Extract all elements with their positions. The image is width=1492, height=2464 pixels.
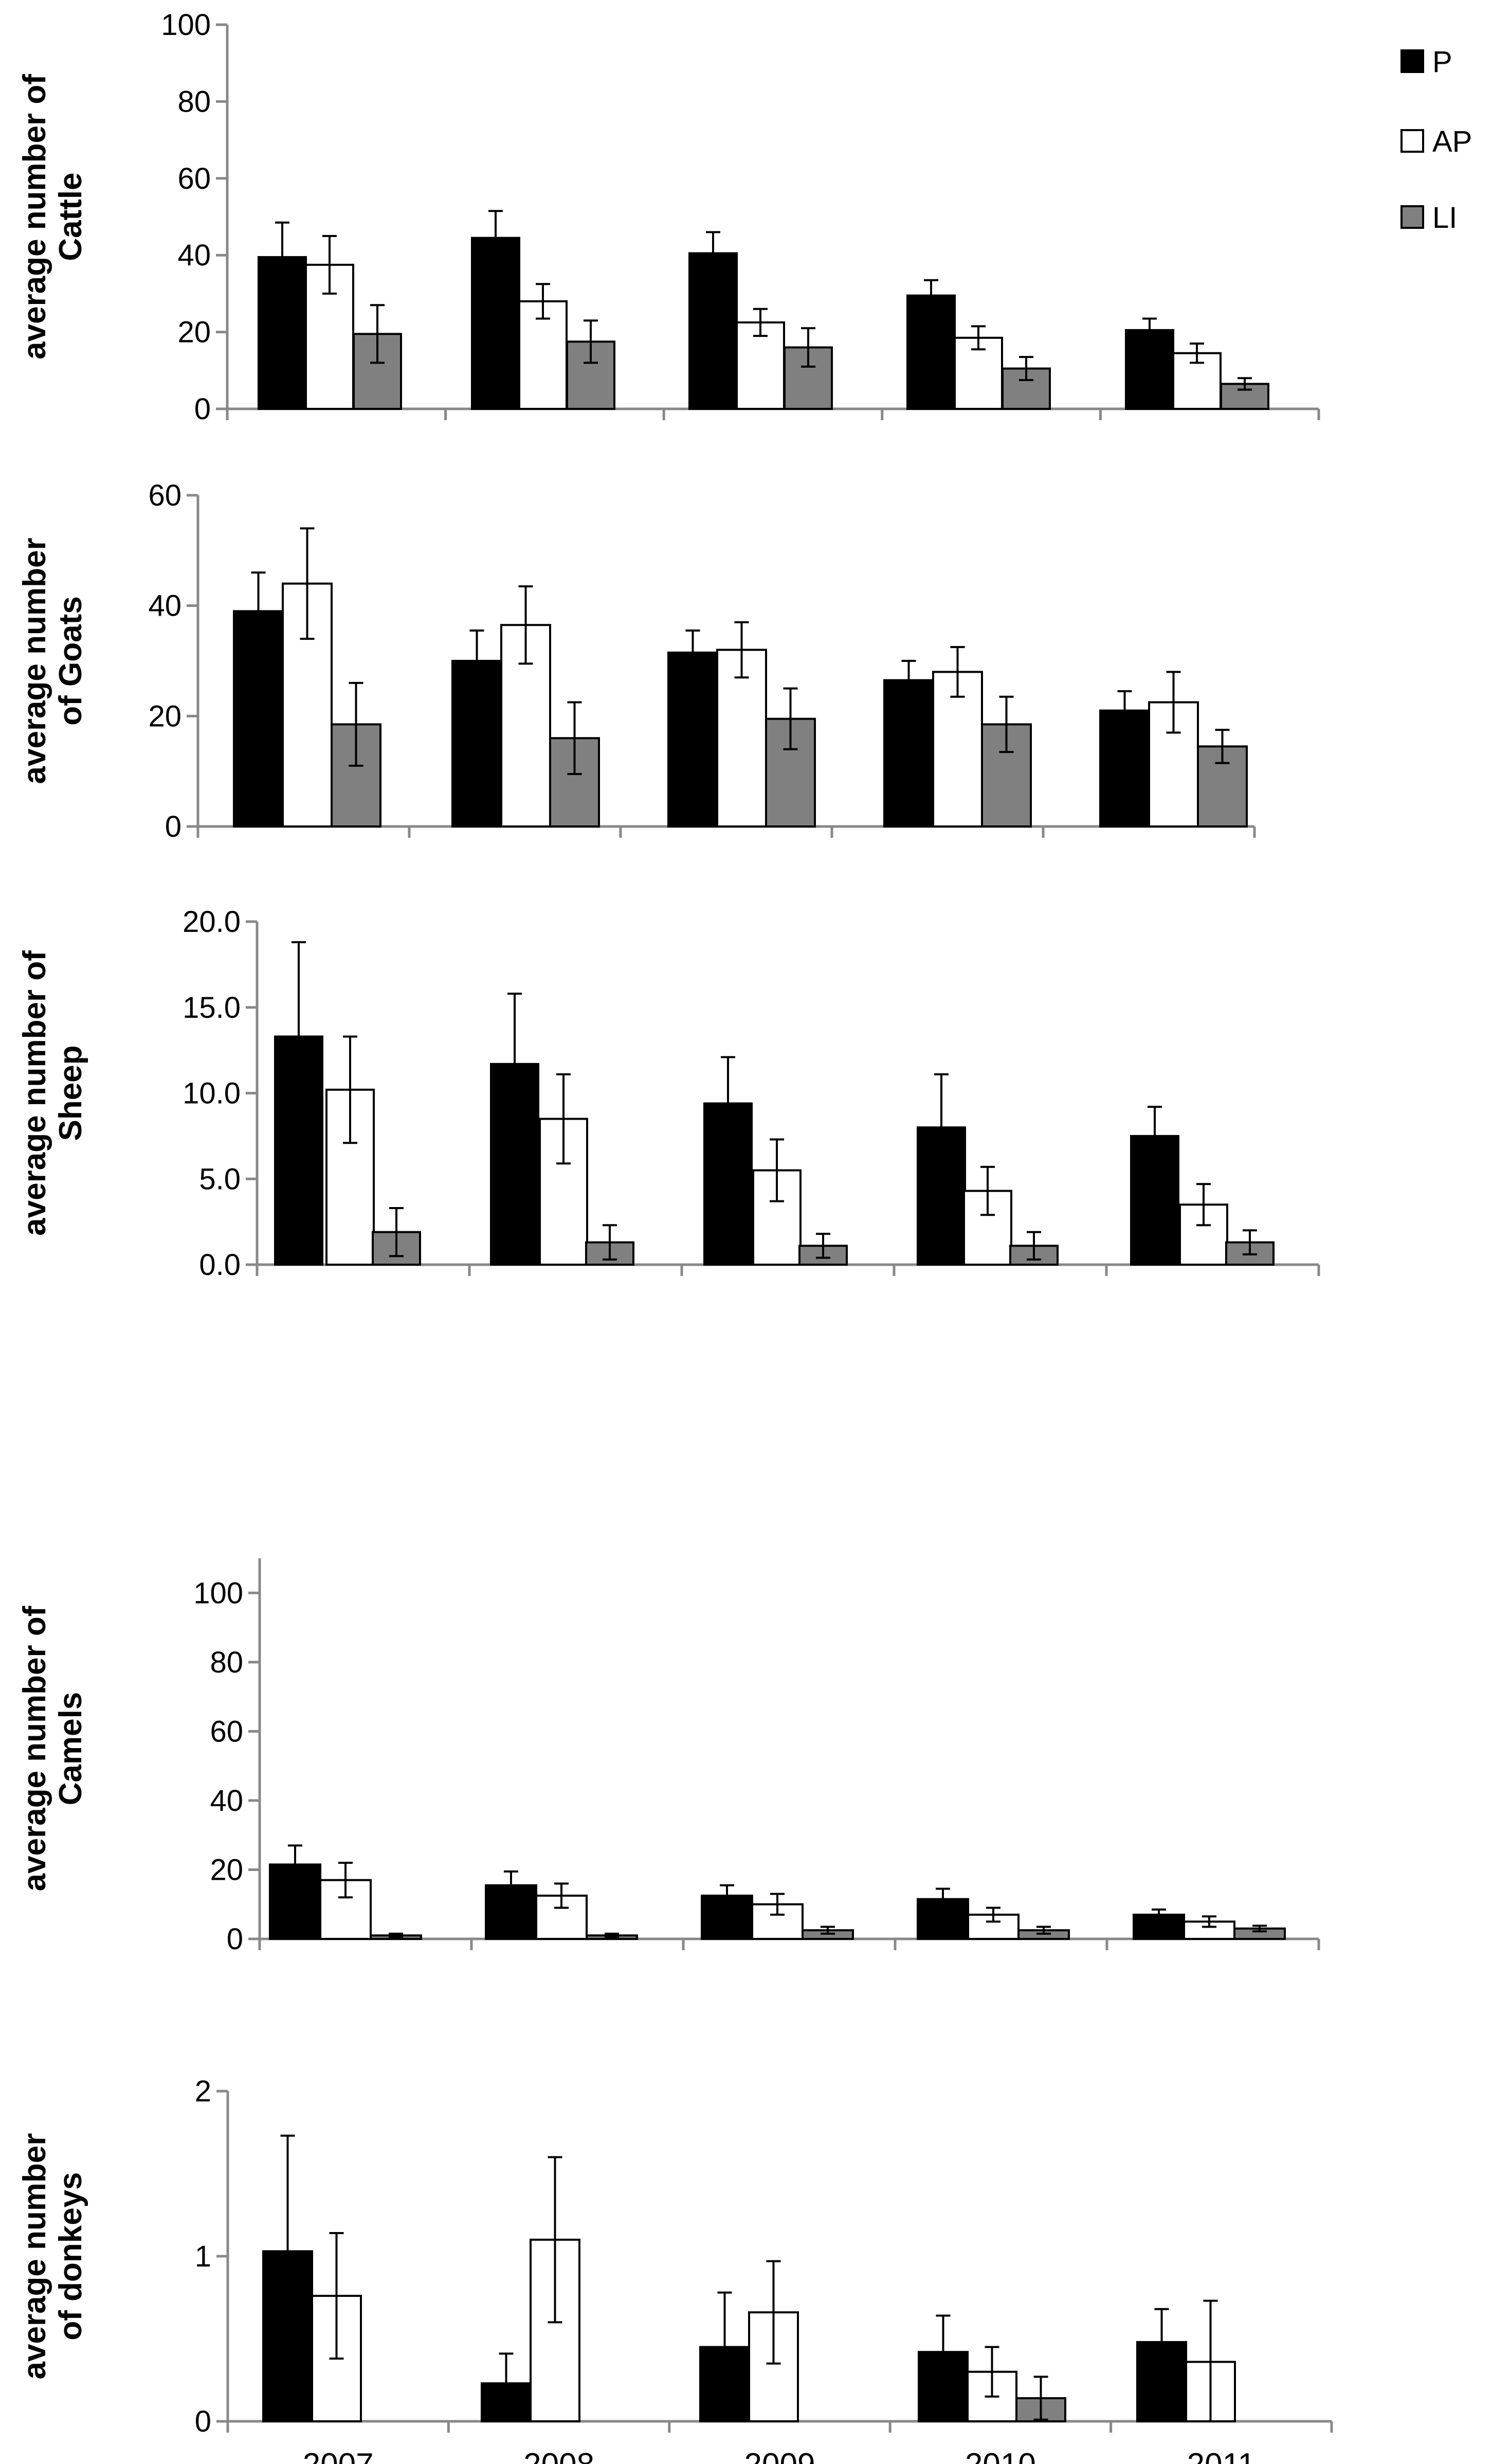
bar-ap-2009 — [716, 649, 767, 828]
y-axis-label-line: of Goats — [53, 596, 88, 725]
y-axis-label-line: average number of — [17, 1606, 52, 1891]
y-tick-label: 0 — [227, 1922, 243, 1956]
y-axis-label-line: of donkeys — [53, 2172, 88, 2340]
y-tick-label: 80 — [210, 1646, 243, 1679]
bar-p-2009 — [688, 252, 738, 410]
y-tick-label: 20 — [177, 316, 211, 349]
y-axis-label-line: Camels — [53, 1692, 88, 1806]
y-tick-label: 20 — [210, 1853, 243, 1886]
y-tick-label: 100 — [161, 8, 211, 42]
legend-label-p: P — [1432, 45, 1452, 79]
y-axis-label: average number ofSheep — [17, 950, 88, 1236]
legend-swatch-li — [1400, 205, 1424, 229]
y-tick-label: 2 — [195, 2075, 211, 2108]
y-axis-label-line: average number — [17, 2133, 52, 2380]
chart-panel-5: 0 1 2 average numberof donkeys 2007 2008 2009 2… — [17, 2075, 1333, 2464]
y-axis-label: average numberof Goats — [17, 538, 88, 784]
bar-ap-2008 — [539, 1118, 588, 1266]
y-tick-label: 15.0 — [183, 991, 241, 1024]
chart-panel-4: 0 20 40 60 80 100 average number ofCamels — [17, 1558, 1320, 1956]
legend-swatch-ap — [1400, 129, 1424, 153]
y-tick-label: 10.0 — [183, 1077, 241, 1110]
y-tick-label: 20.0 — [183, 905, 241, 939]
y-axis-label: average numberof donkeys — [17, 2133, 88, 2380]
legend: P AP LI — [1400, 45, 1472, 235]
x-tick-label-2011: 2011 — [1187, 2447, 1256, 2464]
bar-p-2010 — [906, 294, 956, 410]
y-tick-label: 100 — [193, 1576, 243, 1610]
y-axis-label-line: average number of — [17, 950, 52, 1236]
y-tick-label: 60 — [210, 1715, 243, 1748]
y-tick-label: 80 — [177, 85, 211, 118]
y-axis-label-line: average number of — [17, 74, 52, 359]
chart-panel-2: 0 20 40 60 average numberof Goats — [17, 479, 1256, 843]
bar-p-2010 — [883, 679, 934, 828]
bar-ap-2007 — [325, 1088, 375, 1266]
legend-label-ap: AP — [1432, 125, 1472, 158]
y-axis-label: average number ofCattle — [17, 74, 88, 359]
legend-label-li: LI — [1432, 201, 1457, 235]
y-tick-label: 5.0 — [199, 1162, 241, 1196]
y-tick-label: 0 — [165, 810, 181, 843]
y-axis-label-line: average number — [17, 538, 52, 784]
legend-swatch-p — [1400, 49, 1424, 73]
bar-ap-2009 — [751, 1903, 804, 1940]
y-tick-label: 60 — [148, 479, 181, 512]
x-tick-label-2010: 2010 — [965, 2447, 1036, 2464]
y-tick-label: 60 — [177, 162, 211, 195]
y-tick-label: 40 — [148, 589, 181, 623]
y-tick-label: 0.0 — [199, 1248, 241, 1282]
y-tick-label: 40 — [210, 1784, 243, 1818]
y-axis-label-line: Sheep — [53, 1045, 88, 1141]
y-tick-label: 0 — [194, 392, 211, 426]
x-tick-label-2008: 2008 — [523, 2447, 594, 2464]
y-axis-label: average number ofCamels — [17, 1606, 88, 1891]
y-tick-label: 20 — [148, 699, 181, 733]
bar-p-2011 — [1125, 329, 1174, 410]
y-tick-label: 0 — [195, 2405, 211, 2438]
y-tick-label: 40 — [177, 239, 211, 272]
y-axis-label-line: Cattle — [53, 172, 88, 261]
x-tick-label-2007: 2007 — [303, 2447, 374, 2464]
x-tick-label-2009: 2009 — [744, 2447, 815, 2464]
chart-panel-3: 0.0 5.0 10.0 15.0 20.0 average number ofSheep — [17, 905, 1320, 1282]
y-tick-label: 1 — [195, 2240, 211, 2273]
chart-panel-1: 0 20 40 60 80 100 average number ofCattle — [17, 8, 1320, 426]
bar-p-2009 — [667, 651, 718, 828]
